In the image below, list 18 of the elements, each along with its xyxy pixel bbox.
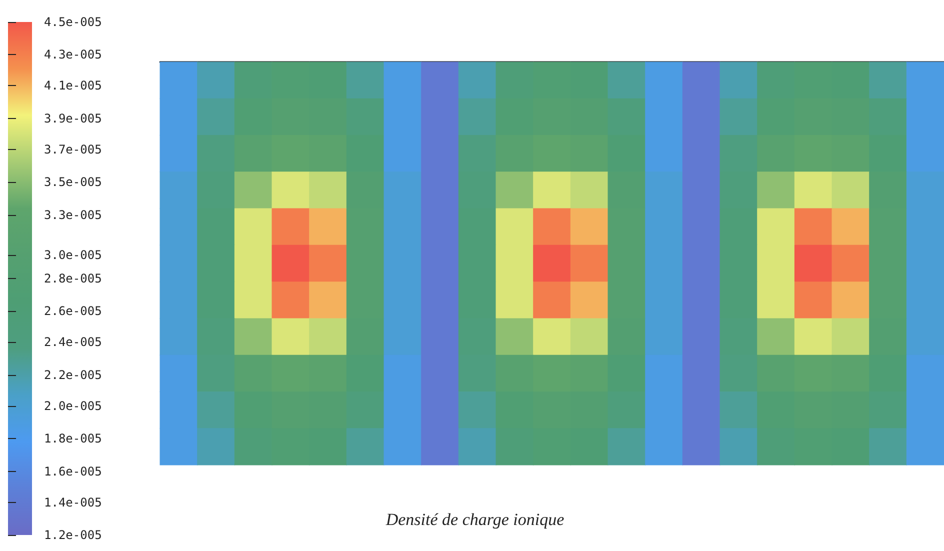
color-bar-label: 2.4e-005 — [44, 335, 102, 350]
color-bar-label: 2.2e-005 — [44, 368, 102, 382]
color-bar-label: 4.1e-005 — [44, 78, 102, 93]
color-bar-label: 2.6e-005 — [44, 304, 102, 318]
color-bar-label: 4.5e-005 — [44, 15, 102, 29]
color-bar-label: 1.2e-005 — [44, 528, 102, 542]
color-bar-label: 2.0e-005 — [44, 398, 102, 413]
color-bar-label: 1.8e-005 — [44, 432, 102, 446]
color-bar-label: 2.8e-005 — [44, 272, 102, 286]
color-bar-label: 3.5e-005 — [44, 175, 102, 190]
text: Densité de charge ionique — [384, 510, 565, 529]
color-bar-label: 4.3e-005 — [44, 48, 102, 62]
color-bar-label: 1.4e-005 — [44, 495, 102, 510]
color-bar-label: 3.3e-005 — [44, 208, 102, 222]
color-bar-label: 1.6e-005 — [44, 464, 102, 478]
color-bar-label: 3.7e-005 — [44, 142, 102, 156]
color-bar-label: 3.9e-005 — [44, 111, 102, 126]
color-bar-label: 3.0e-005 — [44, 248, 102, 262]
